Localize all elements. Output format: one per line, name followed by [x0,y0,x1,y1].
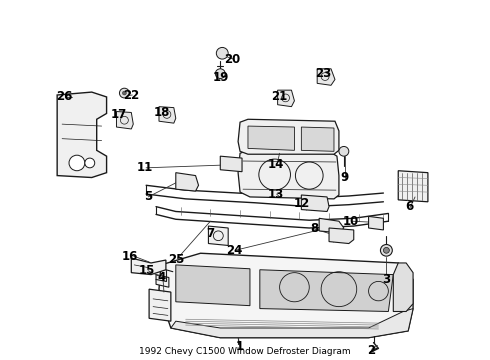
Circle shape [216,48,228,59]
Text: 20: 20 [224,53,240,66]
Text: 15: 15 [139,264,155,277]
Polygon shape [171,309,413,338]
Polygon shape [368,216,383,230]
Polygon shape [208,226,228,246]
Polygon shape [260,270,393,311]
Text: 13: 13 [268,188,284,201]
Text: 11: 11 [137,161,153,174]
Circle shape [383,247,390,253]
Circle shape [120,88,129,98]
Circle shape [215,69,225,78]
Text: 3: 3 [382,273,391,286]
Polygon shape [248,126,294,150]
Text: 25: 25 [169,253,185,266]
Polygon shape [329,228,354,243]
Polygon shape [319,218,344,233]
Text: 1992 Chevy C1500 Window Defroster Diagram: 1992 Chevy C1500 Window Defroster Diagra… [139,347,351,356]
Text: 22: 22 [123,89,140,102]
Text: 10: 10 [343,215,359,228]
Polygon shape [301,195,329,211]
Circle shape [85,158,95,168]
Polygon shape [301,127,334,151]
Polygon shape [156,275,169,287]
Text: 4: 4 [158,271,166,284]
Polygon shape [159,107,176,123]
Text: 21: 21 [271,90,288,103]
Text: 1: 1 [236,340,244,353]
Text: 8: 8 [310,222,318,235]
Polygon shape [317,69,335,85]
Circle shape [380,244,392,256]
Polygon shape [238,150,339,199]
Polygon shape [278,90,294,107]
Circle shape [339,147,349,156]
Text: 5: 5 [144,190,152,203]
Circle shape [122,91,126,95]
Text: 17: 17 [110,108,126,121]
Polygon shape [220,156,242,172]
Polygon shape [57,92,107,177]
Polygon shape [398,171,428,202]
Polygon shape [117,112,133,129]
Text: 26: 26 [56,90,72,103]
Text: 18: 18 [154,106,170,119]
Polygon shape [176,265,250,306]
Text: 6: 6 [405,200,413,213]
Polygon shape [393,263,413,311]
Text: 19: 19 [213,71,229,84]
Polygon shape [149,289,171,321]
Text: 9: 9 [341,171,349,184]
Polygon shape [176,173,198,191]
Text: 24: 24 [226,244,243,257]
Text: 16: 16 [122,249,139,263]
Text: 2: 2 [368,344,376,357]
Text: 7: 7 [206,227,215,240]
Text: 23: 23 [315,67,331,80]
Polygon shape [131,258,166,275]
Polygon shape [159,253,413,338]
Text: 12: 12 [293,197,310,210]
Text: 14: 14 [268,158,284,171]
Circle shape [69,155,85,171]
Polygon shape [238,119,339,154]
